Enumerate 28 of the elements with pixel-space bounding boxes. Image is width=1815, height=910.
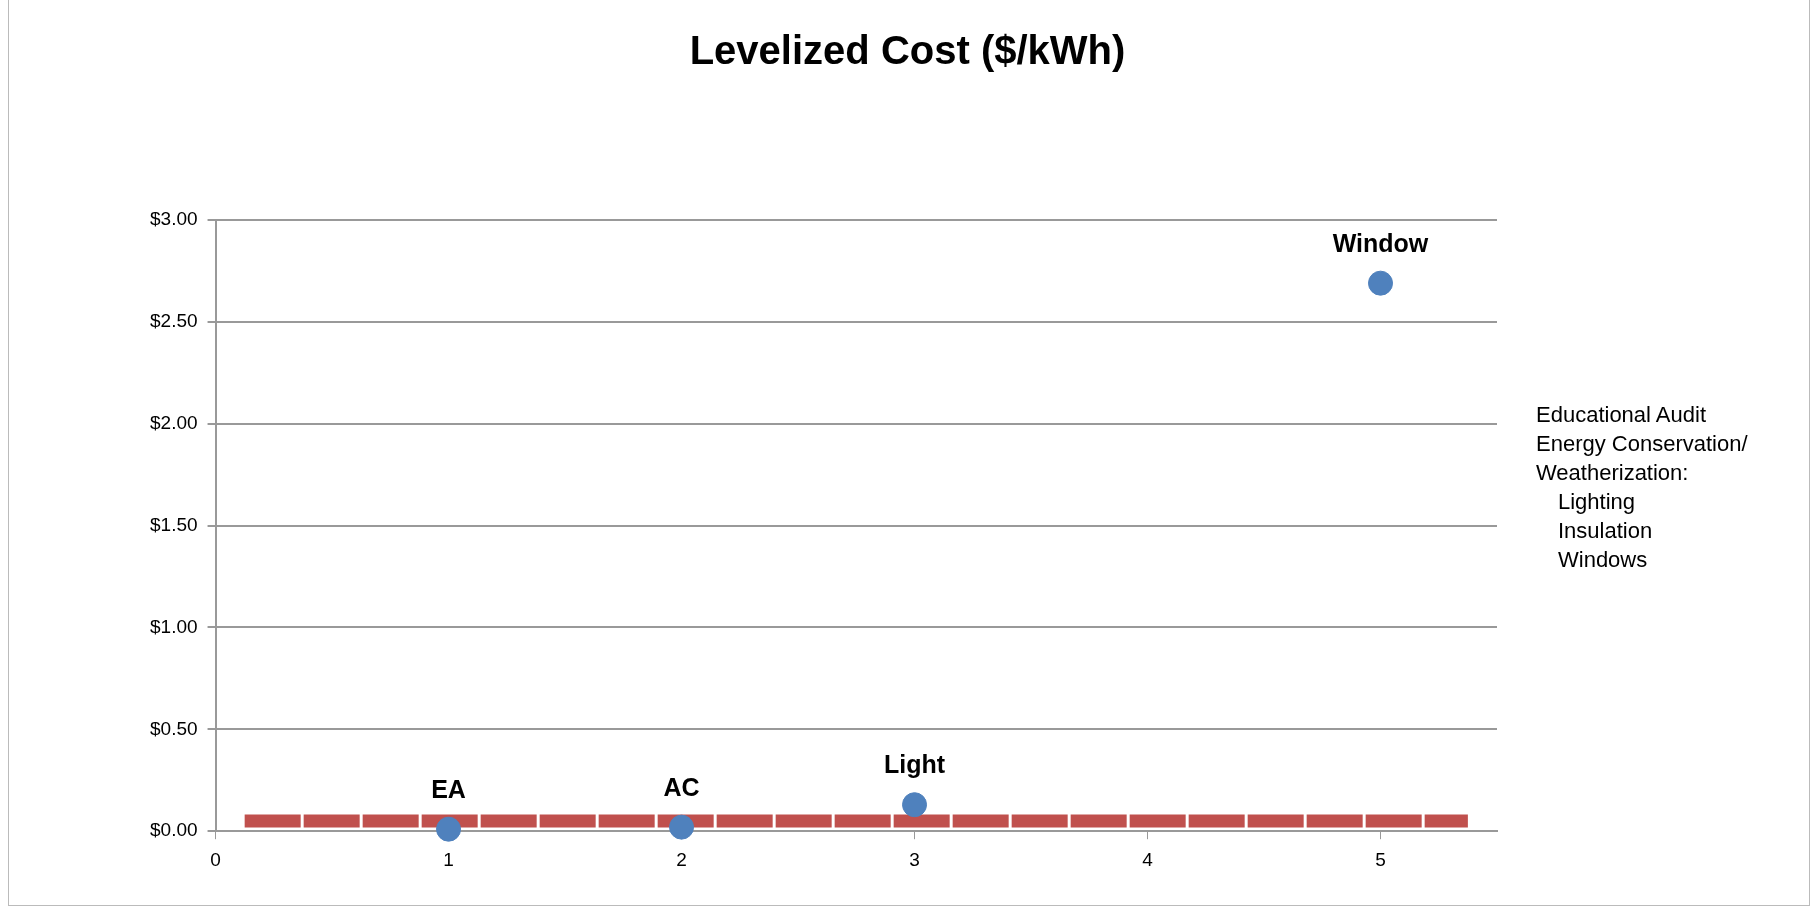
y-tick-label: $0.50 <box>150 717 198 739</box>
y-tick-label: $2.00 <box>150 411 198 433</box>
text: Energy Conservation/ <box>1536 430 1748 458</box>
y-tick-label: $0.00 <box>150 819 198 841</box>
y-tick-label: $2.50 <box>150 310 198 332</box>
point <box>902 792 928 818</box>
text: Weatherization: <box>1536 459 1690 487</box>
x-tick-label: 3 <box>909 848 920 870</box>
x-tick-label: 5 <box>1375 848 1386 870</box>
y-tick-label: $1.00 <box>150 615 198 637</box>
text: Educational Audit <box>1536 401 1708 429</box>
x-tick-label: 4 <box>1142 848 1154 870</box>
y-tick-label: $1.50 <box>150 513 198 535</box>
annotation: EA <box>431 774 466 803</box>
annotation: Window <box>1332 228 1429 257</box>
y-tick-label: $3.00 <box>150 208 198 230</box>
x-tick-label: 0 <box>210 848 221 870</box>
annotation: AC <box>663 772 700 801</box>
x-tick-label: 1 <box>443 848 454 870</box>
text: Lighting <box>1557 488 1637 516</box>
chart-title: Levelized Cost ($/kWh) <box>688 28 1127 73</box>
x-tick-label: 2 <box>676 848 687 870</box>
point <box>669 814 695 840</box>
point <box>436 816 462 842</box>
text: Windows <box>1557 546 1649 574</box>
text: Insulation <box>1557 517 1654 545</box>
point <box>1368 270 1393 296</box>
annotation: Light <box>883 750 946 779</box>
